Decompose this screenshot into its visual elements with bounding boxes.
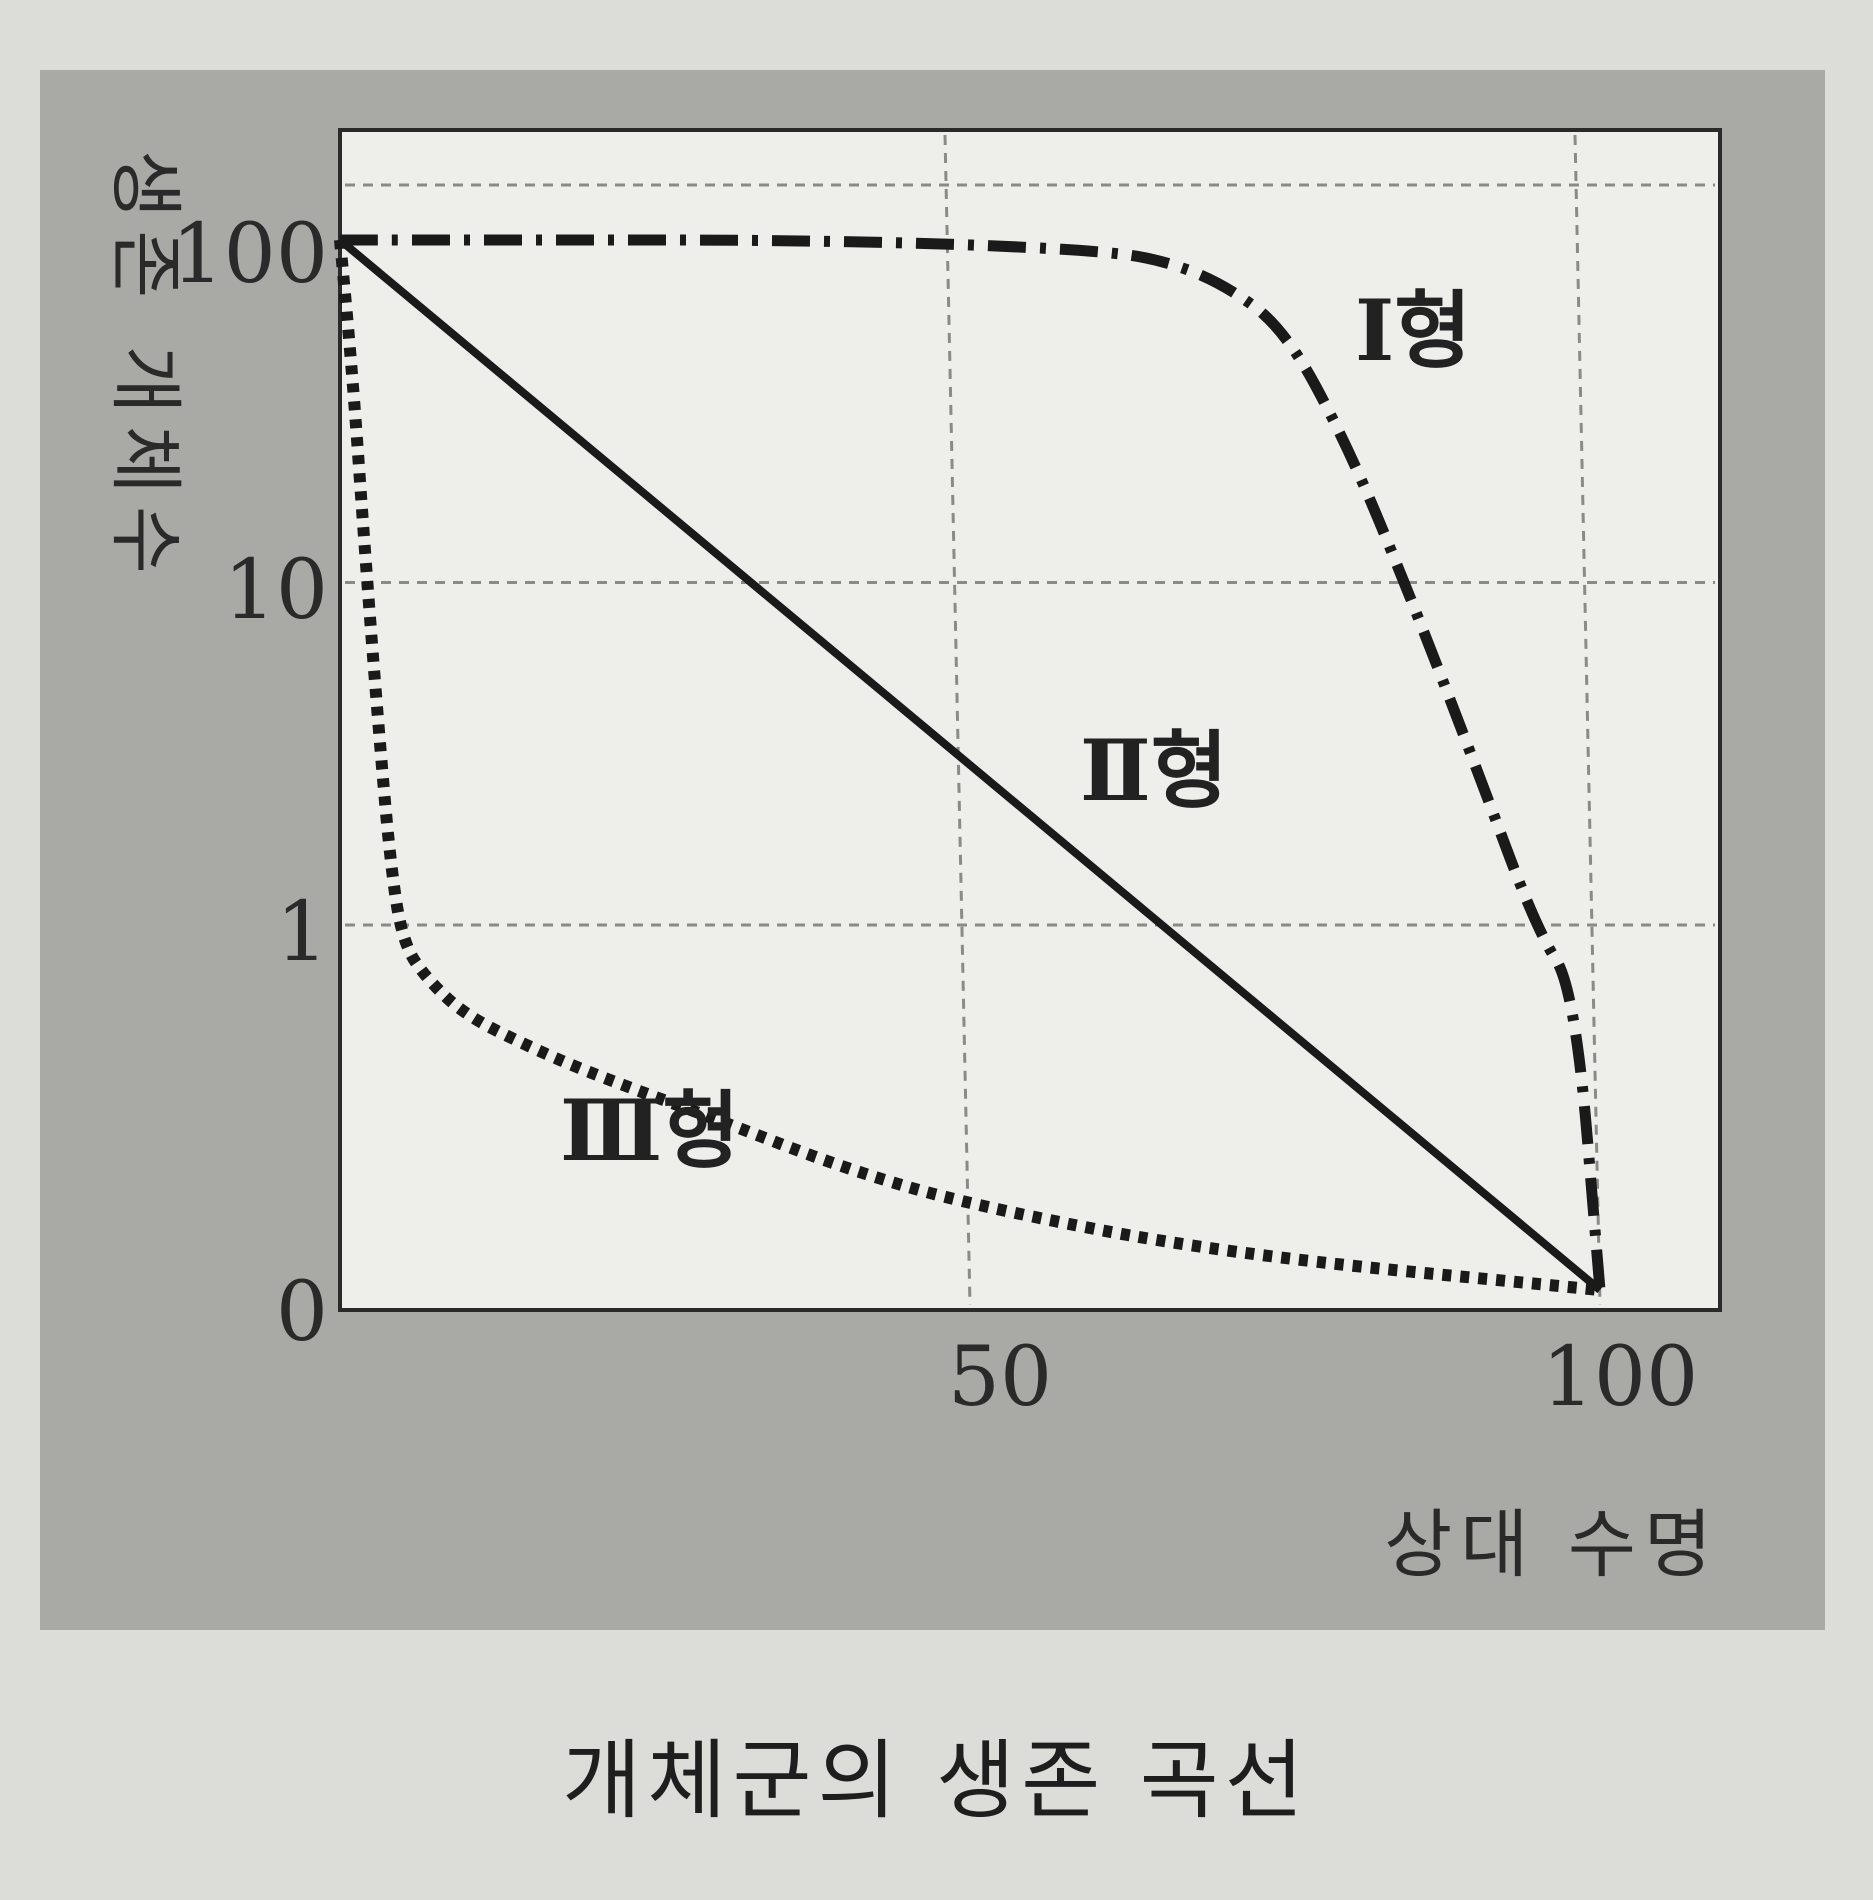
curve-label-type-3: Ⅲ형 [560, 1081, 740, 1180]
grid-line-x-50 [943, 134, 972, 1306]
chart-title: 개체군의 생존 곡선 [562, 1731, 1310, 1831]
x-axis-title: 상대 수명 [1384, 1502, 1720, 1588]
y-tick-0: 0 [276, 1265, 328, 1360]
y-axis-title: 생존 개체수 [102, 150, 188, 586]
series-line-type-2 [337, 236, 1603, 1294]
y-tick-1: 1 [276, 885, 328, 980]
series-line-type-3 [334, 239, 1601, 1296]
y-tick-100: 100 [171, 207, 328, 302]
plot-area [338, 128, 1722, 1312]
x-tick-100: 100 [1542, 1330, 1699, 1425]
curve-label-type-1: Ⅰ형 [1355, 281, 1472, 380]
grid-line-x-100 [1573, 134, 1602, 1306]
curves [334, 234, 1606, 1296]
curve-label-type-2: Ⅱ형 [1080, 721, 1228, 820]
y-tick-10: 10 [224, 543, 328, 638]
grid [345, 134, 1715, 1306]
x-tick-50: 50 [948, 1330, 1052, 1425]
series-line-type-1 [340, 234, 1606, 1291]
